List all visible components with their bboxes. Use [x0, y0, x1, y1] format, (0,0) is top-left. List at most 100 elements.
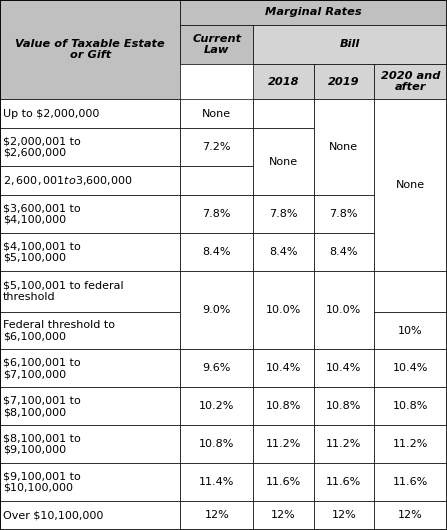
Text: 10.2%: 10.2% — [199, 401, 235, 411]
Bar — [253, 501, 314, 530]
Text: Federal threshold to
$6,100,000: Federal threshold to $6,100,000 — [3, 320, 115, 341]
Bar — [253, 99, 314, 128]
Text: 12%: 12% — [331, 510, 356, 520]
Text: 7.2%: 7.2% — [202, 142, 231, 152]
Bar — [374, 99, 447, 271]
Text: None: None — [396, 180, 425, 190]
Bar — [253, 387, 314, 425]
Text: $9,100,001 to
$10,100,000: $9,100,001 to $10,100,000 — [3, 471, 81, 493]
Text: $2,600,001 to $3,600,000: $2,600,001 to $3,600,000 — [3, 174, 133, 187]
Text: 9.0%: 9.0% — [202, 305, 231, 315]
Text: 12%: 12% — [398, 510, 423, 520]
Bar — [314, 387, 374, 425]
Bar — [180, 233, 253, 271]
Bar — [0, 99, 180, 128]
Bar — [314, 233, 374, 271]
Bar — [180, 271, 253, 349]
Bar — [314, 99, 374, 195]
Bar — [314, 349, 374, 387]
Text: None: None — [269, 157, 298, 166]
Text: 10.8%: 10.8% — [393, 401, 428, 411]
Bar — [253, 195, 314, 233]
Text: $8,100,001 to
$9,100,000: $8,100,001 to $9,100,000 — [3, 434, 81, 455]
Text: 10.8%: 10.8% — [326, 401, 362, 411]
Text: 10.8%: 10.8% — [199, 439, 235, 449]
Text: 9.6%: 9.6% — [202, 364, 231, 373]
Text: 10.4%: 10.4% — [393, 364, 428, 373]
Bar — [253, 128, 314, 195]
Bar — [180, 99, 253, 128]
Text: 12%: 12% — [271, 510, 296, 520]
Text: 7.8%: 7.8% — [329, 209, 358, 219]
Bar — [253, 64, 314, 99]
Bar — [374, 312, 447, 349]
Text: Over $10,100,000: Over $10,100,000 — [3, 510, 104, 520]
Bar — [314, 195, 374, 233]
Bar — [180, 195, 253, 233]
Text: $6,100,001 to
$7,100,000: $6,100,001 to $7,100,000 — [3, 358, 81, 379]
Text: Value of Taxable Estate
or Gift: Value of Taxable Estate or Gift — [15, 39, 165, 60]
Text: 10.0%: 10.0% — [326, 305, 361, 315]
Text: 8.4%: 8.4% — [329, 247, 358, 257]
Text: 11.2%: 11.2% — [393, 439, 428, 449]
Bar — [0, 195, 180, 233]
Bar — [374, 501, 447, 530]
Bar — [374, 387, 447, 425]
Bar — [180, 0, 447, 25]
Bar — [0, 463, 180, 501]
Text: 10.0%: 10.0% — [266, 305, 301, 315]
Bar — [0, 501, 180, 530]
Bar — [180, 166, 253, 195]
Text: 11.6%: 11.6% — [326, 477, 361, 487]
Bar — [253, 25, 447, 64]
Text: $4,100,001 to
$5,100,000: $4,100,001 to $5,100,000 — [3, 241, 81, 263]
Bar — [374, 64, 447, 99]
Bar — [180, 501, 253, 530]
Bar — [253, 349, 314, 387]
Text: 12%: 12% — [204, 510, 229, 520]
Text: $5,100,001 to federal
threshold: $5,100,001 to federal threshold — [3, 280, 124, 302]
Bar — [0, 128, 180, 166]
Text: Bill: Bill — [340, 39, 360, 49]
Bar — [314, 271, 374, 349]
Text: $7,100,001 to
$8,100,000: $7,100,001 to $8,100,000 — [3, 395, 81, 417]
Bar — [314, 64, 374, 99]
Text: Up to $2,000,000: Up to $2,000,000 — [3, 109, 100, 119]
Text: $2,000,001 to
$2,600,000: $2,000,001 to $2,600,000 — [3, 136, 81, 158]
Text: 11.4%: 11.4% — [199, 477, 235, 487]
Bar — [374, 349, 447, 387]
Text: $3,600,001 to
$4,100,000: $3,600,001 to $4,100,000 — [3, 203, 81, 225]
Bar — [180, 128, 253, 166]
Bar — [180, 425, 253, 463]
Bar — [253, 233, 314, 271]
Bar — [0, 0, 180, 99]
Bar — [253, 463, 314, 501]
Text: 11.6%: 11.6% — [393, 477, 428, 487]
Text: 11.2%: 11.2% — [326, 439, 362, 449]
Bar — [180, 387, 253, 425]
Bar — [253, 271, 314, 349]
Text: 10.4%: 10.4% — [266, 364, 301, 373]
Text: None: None — [202, 109, 232, 119]
Bar — [314, 463, 374, 501]
Text: 11.2%: 11.2% — [266, 439, 301, 449]
Text: Marginal Rates: Marginal Rates — [266, 7, 362, 17]
Text: 2020 and
after: 2020 and after — [381, 70, 440, 92]
Bar — [0, 349, 180, 387]
Text: 7.8%: 7.8% — [269, 209, 298, 219]
Text: 10.8%: 10.8% — [266, 401, 301, 411]
Bar — [374, 425, 447, 463]
Bar — [180, 349, 253, 387]
Bar — [0, 233, 180, 271]
Text: 8.4%: 8.4% — [269, 247, 298, 257]
Bar — [314, 501, 374, 530]
Text: 10.4%: 10.4% — [326, 364, 362, 373]
Bar — [0, 312, 180, 349]
Bar — [374, 271, 447, 312]
Bar — [180, 463, 253, 501]
Text: Current
Law: Current Law — [192, 33, 241, 55]
Bar — [0, 425, 180, 463]
Bar — [374, 463, 447, 501]
Bar — [180, 25, 253, 64]
Bar — [0, 271, 180, 312]
